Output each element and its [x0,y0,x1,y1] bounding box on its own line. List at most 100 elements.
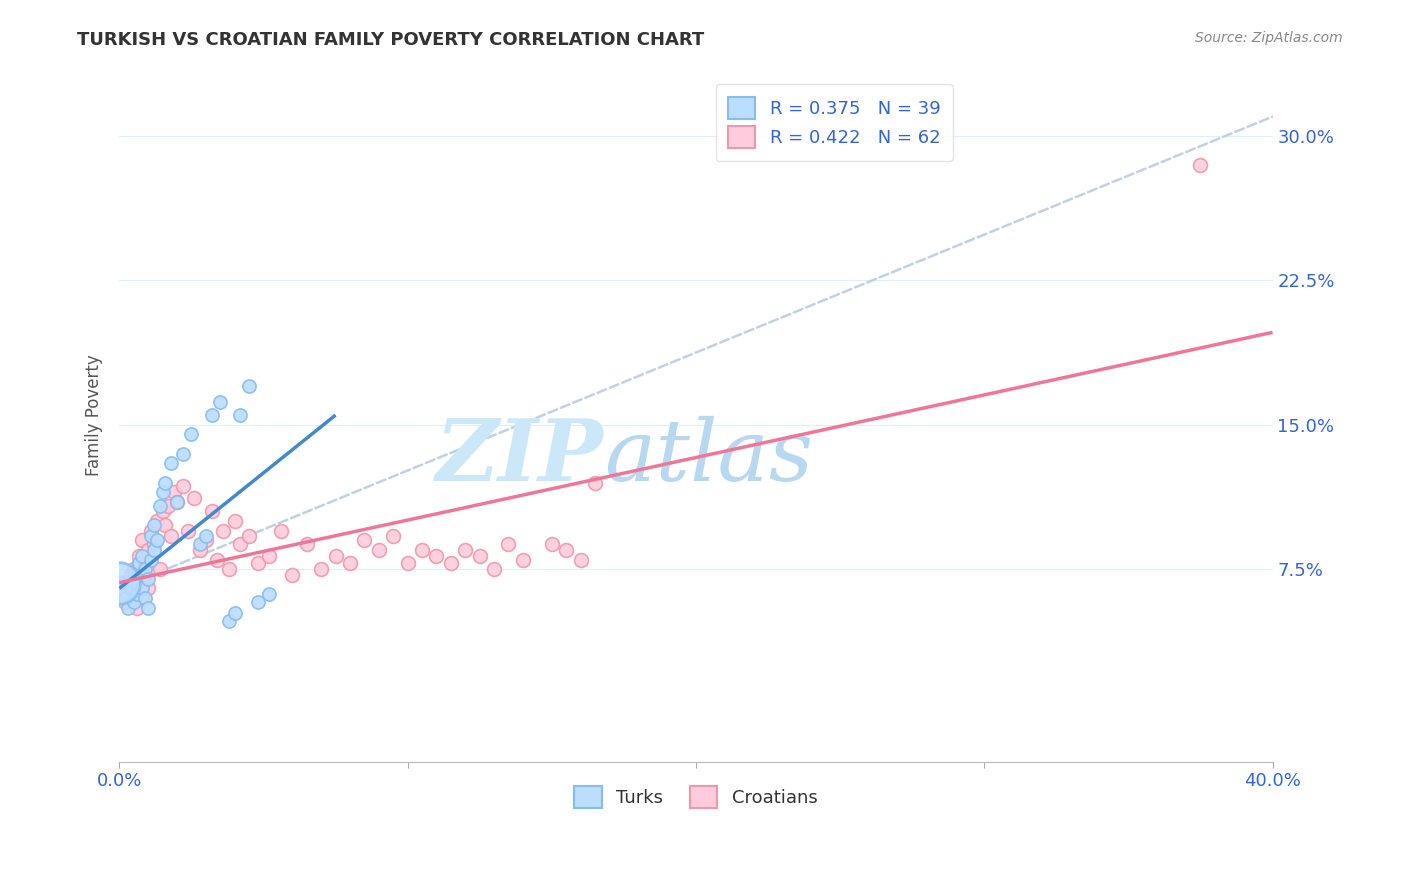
Point [122,568,145,582]
Point [257,587,280,601]
Point [309,562,332,576]
Point [128,557,150,571]
Point [238,529,260,543]
Point [281,568,304,582]
Point [498,537,520,551]
Point [152,504,174,518]
Point [540,537,562,551]
Point [183,491,205,505]
Point [120,582,142,596]
Text: TURKISH VS CROATIAN FAMILY POVERTY CORRELATION CHART: TURKISH VS CROATIAN FAMILY POVERTY CORRE… [77,31,704,49]
Point [224,607,246,621]
Point [142,537,165,551]
Point [218,562,240,576]
Point [270,524,292,538]
Point [149,562,172,576]
Point [136,572,159,586]
Point [142,543,165,558]
Point [157,499,180,513]
Point [468,549,491,563]
Point [229,537,252,551]
Point [512,552,534,566]
Point [145,533,167,548]
Point [555,543,578,558]
Point [411,543,433,558]
Point [200,408,222,422]
Point [134,591,156,606]
Point [108,575,131,590]
Point [136,543,159,558]
Point [454,543,477,558]
Point [382,529,405,543]
Point [569,552,592,566]
Point [111,575,134,590]
Text: ZIP: ZIP [436,415,603,499]
Point [134,562,156,576]
Point [125,600,148,615]
Point [218,614,240,628]
Point [114,595,136,609]
Point [209,394,232,409]
Point [325,549,347,563]
Point [257,549,280,563]
Point [139,524,162,538]
Point [188,543,211,558]
Point [142,517,165,532]
Point [583,475,606,490]
Point [120,568,142,582]
Point [163,485,186,500]
Point [194,529,217,543]
Point [122,562,145,576]
Point [166,495,188,509]
Text: Source: ZipAtlas.com: Source: ZipAtlas.com [1195,31,1343,45]
Point [367,543,389,558]
Point [188,537,211,551]
Y-axis label: Family Poverty: Family Poverty [86,354,103,476]
Point [128,557,150,571]
Point [200,504,222,518]
Point [152,485,174,500]
Point [166,495,188,509]
Point [229,408,252,422]
Point [139,529,162,543]
Point [134,568,156,582]
Point [224,514,246,528]
Point [131,533,153,548]
Point [131,549,153,563]
Point [246,557,269,571]
Point [353,533,375,548]
Point [177,524,200,538]
Point [160,456,183,470]
Point [207,552,229,566]
Point [212,524,235,538]
Point [149,499,172,513]
Point [1189,158,1212,172]
Point [145,514,167,528]
Point [125,575,148,590]
Point [131,582,153,596]
Point [108,575,131,590]
Point [295,537,318,551]
Point [172,447,194,461]
Point [440,557,463,571]
Point [122,595,145,609]
Point [482,562,505,576]
Point [139,552,162,566]
Point [136,582,159,596]
Point [125,575,148,590]
Point [117,600,139,615]
Text: atlas: atlas [603,416,813,498]
Point [128,549,150,563]
Point [238,379,260,393]
Point [246,595,269,609]
Point [136,600,159,615]
Point [131,591,153,606]
Point [125,587,148,601]
Point [425,549,447,563]
Point [155,475,177,490]
Point [122,582,145,596]
Point [155,517,177,532]
Point [160,529,183,543]
Point [172,479,194,493]
Point [114,591,136,606]
